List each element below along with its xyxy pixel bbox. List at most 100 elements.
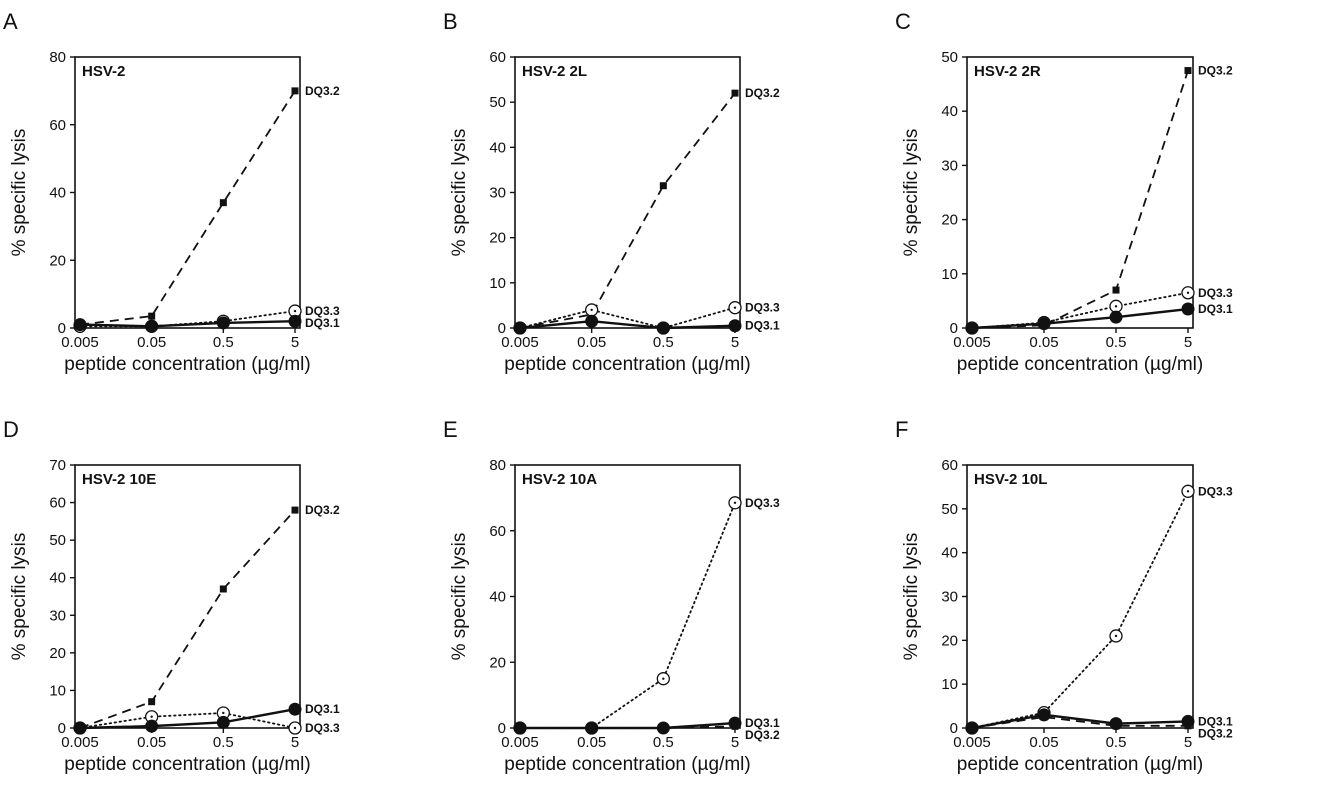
x-tick-label: 5 — [731, 334, 739, 351]
data-point — [148, 698, 156, 706]
x-tick-label: 5 — [291, 734, 299, 751]
x-axis-title: peptide concentration (µg/ml) — [504, 754, 750, 775]
x-tick-label: 5 — [291, 334, 299, 351]
y-tick-label: 20 — [49, 645, 66, 662]
series-line — [519, 320, 736, 330]
y-tick-label: 10 — [941, 676, 958, 693]
panel-letter: F — [895, 417, 908, 442]
y-axis-title: % specific lysis — [9, 533, 30, 661]
data-point-center — [733, 501, 737, 505]
x-axis-title: peptide concentration (µg/ml) — [957, 754, 1203, 775]
data-point — [968, 724, 976, 732]
series-line — [971, 713, 1189, 730]
series-dq3-3 — [73, 706, 302, 735]
panel-f: F HSV-2 10L 0 10 20 30 40 50 60 0.005 0.05 0.5 5 pept… — [895, 417, 1233, 775]
data-point-center — [1114, 305, 1118, 308]
y-tick-label: 10 — [49, 682, 66, 699]
x-tick-label: 0.5 — [653, 734, 674, 751]
series-line — [971, 291, 1189, 329]
y-tick-label: 0 — [498, 720, 506, 737]
x-tick-label: 0.005 — [953, 334, 991, 351]
plot-frame — [966, 464, 1194, 729]
series-dq3-3 — [965, 484, 1195, 735]
y-tick-label: 0 — [950, 320, 958, 337]
series-line — [79, 509, 296, 729]
data-point — [731, 722, 739, 730]
y-axis-title: % specific lysis — [901, 129, 922, 257]
data-point — [588, 724, 596, 732]
y-axis-title: % specific lysis — [449, 533, 470, 661]
series-label: DQ3.1 — [305, 316, 340, 330]
series-label: DQ3.1 — [745, 716, 780, 730]
y-tick-label: 10 — [941, 266, 958, 283]
series-line — [79, 708, 296, 730]
series-dq3-2 — [968, 713, 1192, 732]
series-line — [520, 725, 736, 729]
panel-title: HSV-2 10E — [82, 471, 156, 488]
data-point — [728, 319, 742, 333]
data-point — [659, 724, 667, 732]
data-point-center — [293, 726, 297, 730]
panel-c: C HSV-2 2R 0 10 20 30 40 50 0.005 0.05 0.5 5 peptide… — [895, 9, 1233, 375]
x-tick-label: 5 — [1184, 734, 1192, 751]
y-tick-label: 40 — [489, 589, 506, 606]
x-tick-label: 0.05 — [577, 334, 606, 351]
series-label: DQ3.1 — [745, 319, 780, 333]
series-dq3-2 — [516, 722, 739, 732]
y-tick-label: 0 — [58, 720, 66, 737]
panel-title: HSV-2 2L — [522, 63, 587, 80]
y-tick-label: 40 — [49, 185, 66, 202]
data-point — [73, 318, 87, 332]
y-tick-label: 60 — [49, 117, 66, 134]
data-point-center — [1114, 634, 1118, 638]
x-tick-label: 5 — [731, 734, 739, 751]
panel-title: HSV-2 2R — [974, 63, 1041, 80]
data-point — [291, 506, 299, 514]
x-tick-label: 0.005 — [953, 734, 991, 751]
data-point-center — [733, 306, 737, 309]
y-axis-title: % specific lysis — [9, 129, 30, 257]
data-point-center — [293, 309, 297, 313]
series-line — [519, 92, 736, 329]
y-tick-label: 60 — [489, 49, 506, 66]
data-point — [216, 715, 230, 729]
x-tick-label: 5 — [1184, 334, 1192, 351]
series-line — [519, 306, 736, 329]
x-axis-title: peptide concentration (µg/ml) — [957, 354, 1203, 375]
panel-title: HSV-2 10A — [522, 471, 597, 488]
x-tick-label: 0.5 — [213, 334, 234, 351]
series-label: DQ3.3 — [745, 496, 780, 510]
series-line — [971, 307, 1189, 330]
x-tick-label: 0.5 — [1106, 734, 1127, 751]
x-tick-label: 0.5 — [213, 734, 234, 751]
y-tick-label: 20 — [489, 654, 506, 671]
data-point-center — [1186, 291, 1190, 294]
plot-frame — [74, 56, 301, 329]
data-point — [148, 312, 156, 320]
data-point — [1112, 722, 1120, 730]
x-axis-title: peptide concentration (µg/ml) — [64, 754, 310, 775]
x-tick-label: 0.05 — [1029, 334, 1058, 351]
series-label: DQ3.3 — [745, 301, 780, 315]
y-tick-label: 50 — [49, 532, 66, 549]
x-tick-label: 0.005 — [61, 734, 99, 751]
x-axis-title: peptide concentration (µg/ml) — [504, 354, 750, 375]
data-point — [513, 321, 527, 335]
panel-title: HSV-2 10L — [974, 471, 1047, 488]
data-point — [1184, 722, 1192, 730]
panel-title: HSV-2 — [82, 63, 125, 80]
y-tick-label: 30 — [49, 607, 66, 624]
panel-letter: A — [3, 9, 18, 34]
plot-frame — [514, 464, 741, 729]
data-point — [965, 321, 979, 335]
panel-letter: B — [443, 9, 458, 34]
series-line — [79, 320, 296, 328]
data-point — [145, 319, 159, 333]
y-tick-label: 20 — [489, 230, 506, 247]
x-tick-label: 0.5 — [653, 334, 674, 351]
x-tick-label: 0.005 — [61, 334, 99, 351]
y-axis-title: % specific lysis — [449, 129, 470, 257]
y-tick-label: 80 — [49, 49, 66, 66]
y-tick-label: 60 — [489, 523, 506, 540]
